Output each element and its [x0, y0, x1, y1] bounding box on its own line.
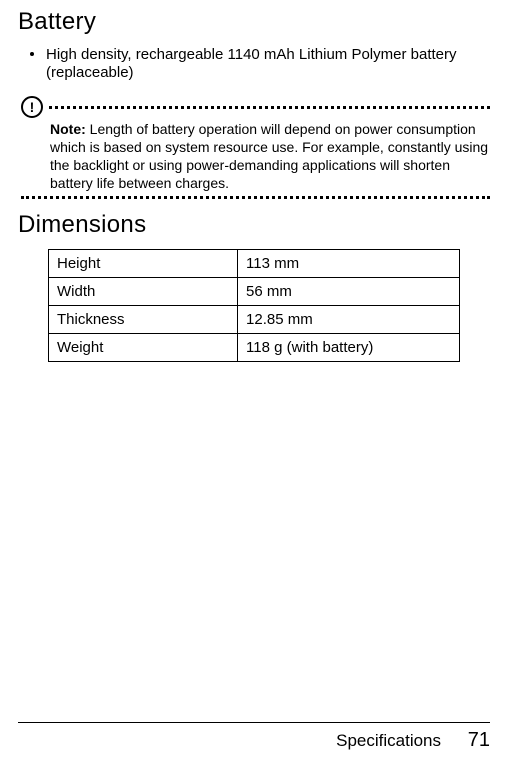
page-footer: Specifications 71 [18, 722, 490, 752]
dim-value: 56 mm [238, 278, 460, 306]
note-text: Length of battery operation will depend … [50, 121, 488, 191]
note-icon: ! [21, 96, 43, 118]
footer-section: Specifications [336, 731, 441, 750]
dim-label: Weight [49, 334, 238, 362]
table-row: Width 56 mm [49, 278, 460, 306]
note-body: Note: Length of battery operation will d… [18, 121, 490, 193]
dim-value: 12.85 mm [238, 306, 460, 334]
table-row: Height 113 mm [49, 250, 460, 278]
dim-value: 118 g (with battery) [238, 334, 460, 362]
dim-label: Width [49, 278, 238, 306]
dim-label: Height [49, 250, 238, 278]
dimensions-table: Height 113 mm Width 56 mm Thickness 12.8… [48, 249, 460, 362]
dim-value: 113 mm [238, 250, 460, 278]
footer-page-number: 71 [468, 729, 490, 752]
battery-bullet-text: High density, rechargeable 1140 mAh Lith… [46, 46, 490, 82]
dotted-line-bottom [21, 196, 490, 199]
table-row: Thickness 12.85 mm [49, 306, 460, 334]
dim-label: Thickness [49, 306, 238, 334]
bullet-dot [30, 52, 34, 56]
note-top-rule: ! [21, 96, 490, 118]
note-label: Note: [50, 121, 86, 137]
dimensions-heading: Dimensions [18, 211, 490, 239]
dotted-line-top [49, 106, 490, 109]
battery-bullet: High density, rechargeable 1140 mAh Lith… [18, 46, 490, 82]
battery-heading: Battery [18, 8, 490, 36]
table-row: Weight 118 g (with battery) [49, 334, 460, 362]
footer-rule [18, 722, 490, 723]
